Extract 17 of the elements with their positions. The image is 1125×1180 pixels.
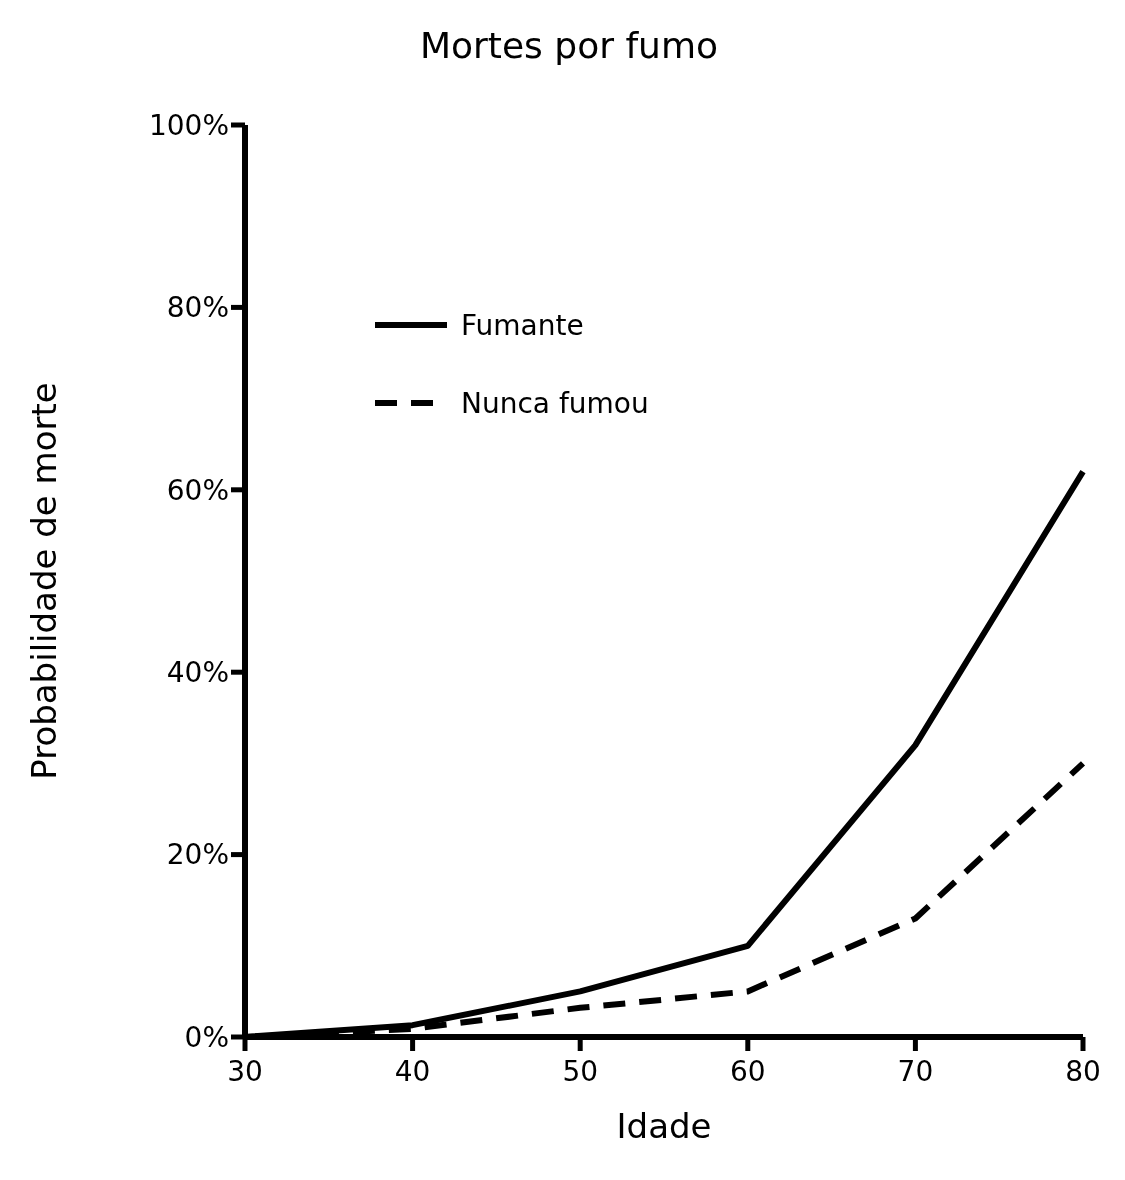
y-tick-label: 80% <box>166 291 229 325</box>
y-tick-label: 100% <box>148 108 229 142</box>
x-tick-label: 80 <box>1065 1055 1101 1088</box>
x-tick-label: 50 <box>562 1055 599 1088</box>
y-axis-title: Probabilidade de morte <box>24 382 64 780</box>
y-tick-label: 0% <box>184 1020 229 1054</box>
x-tick-label: 60 <box>729 1055 766 1088</box>
x-tick-label: 40 <box>394 1055 431 1088</box>
y-tick-label: 60% <box>166 473 229 507</box>
x-tick-label: 30 <box>227 1055 263 1088</box>
y-tick-label: 20% <box>166 838 229 872</box>
legend-label: Nunca fumou <box>461 386 649 420</box>
x-tick-label: 70 <box>897 1055 934 1088</box>
chart-title: Mortes por fumo <box>419 25 719 66</box>
y-tick-label: 40% <box>166 656 229 689</box>
x-axis-title: Idade <box>616 1106 712 1146</box>
legend-label: Fumante <box>461 308 584 342</box>
